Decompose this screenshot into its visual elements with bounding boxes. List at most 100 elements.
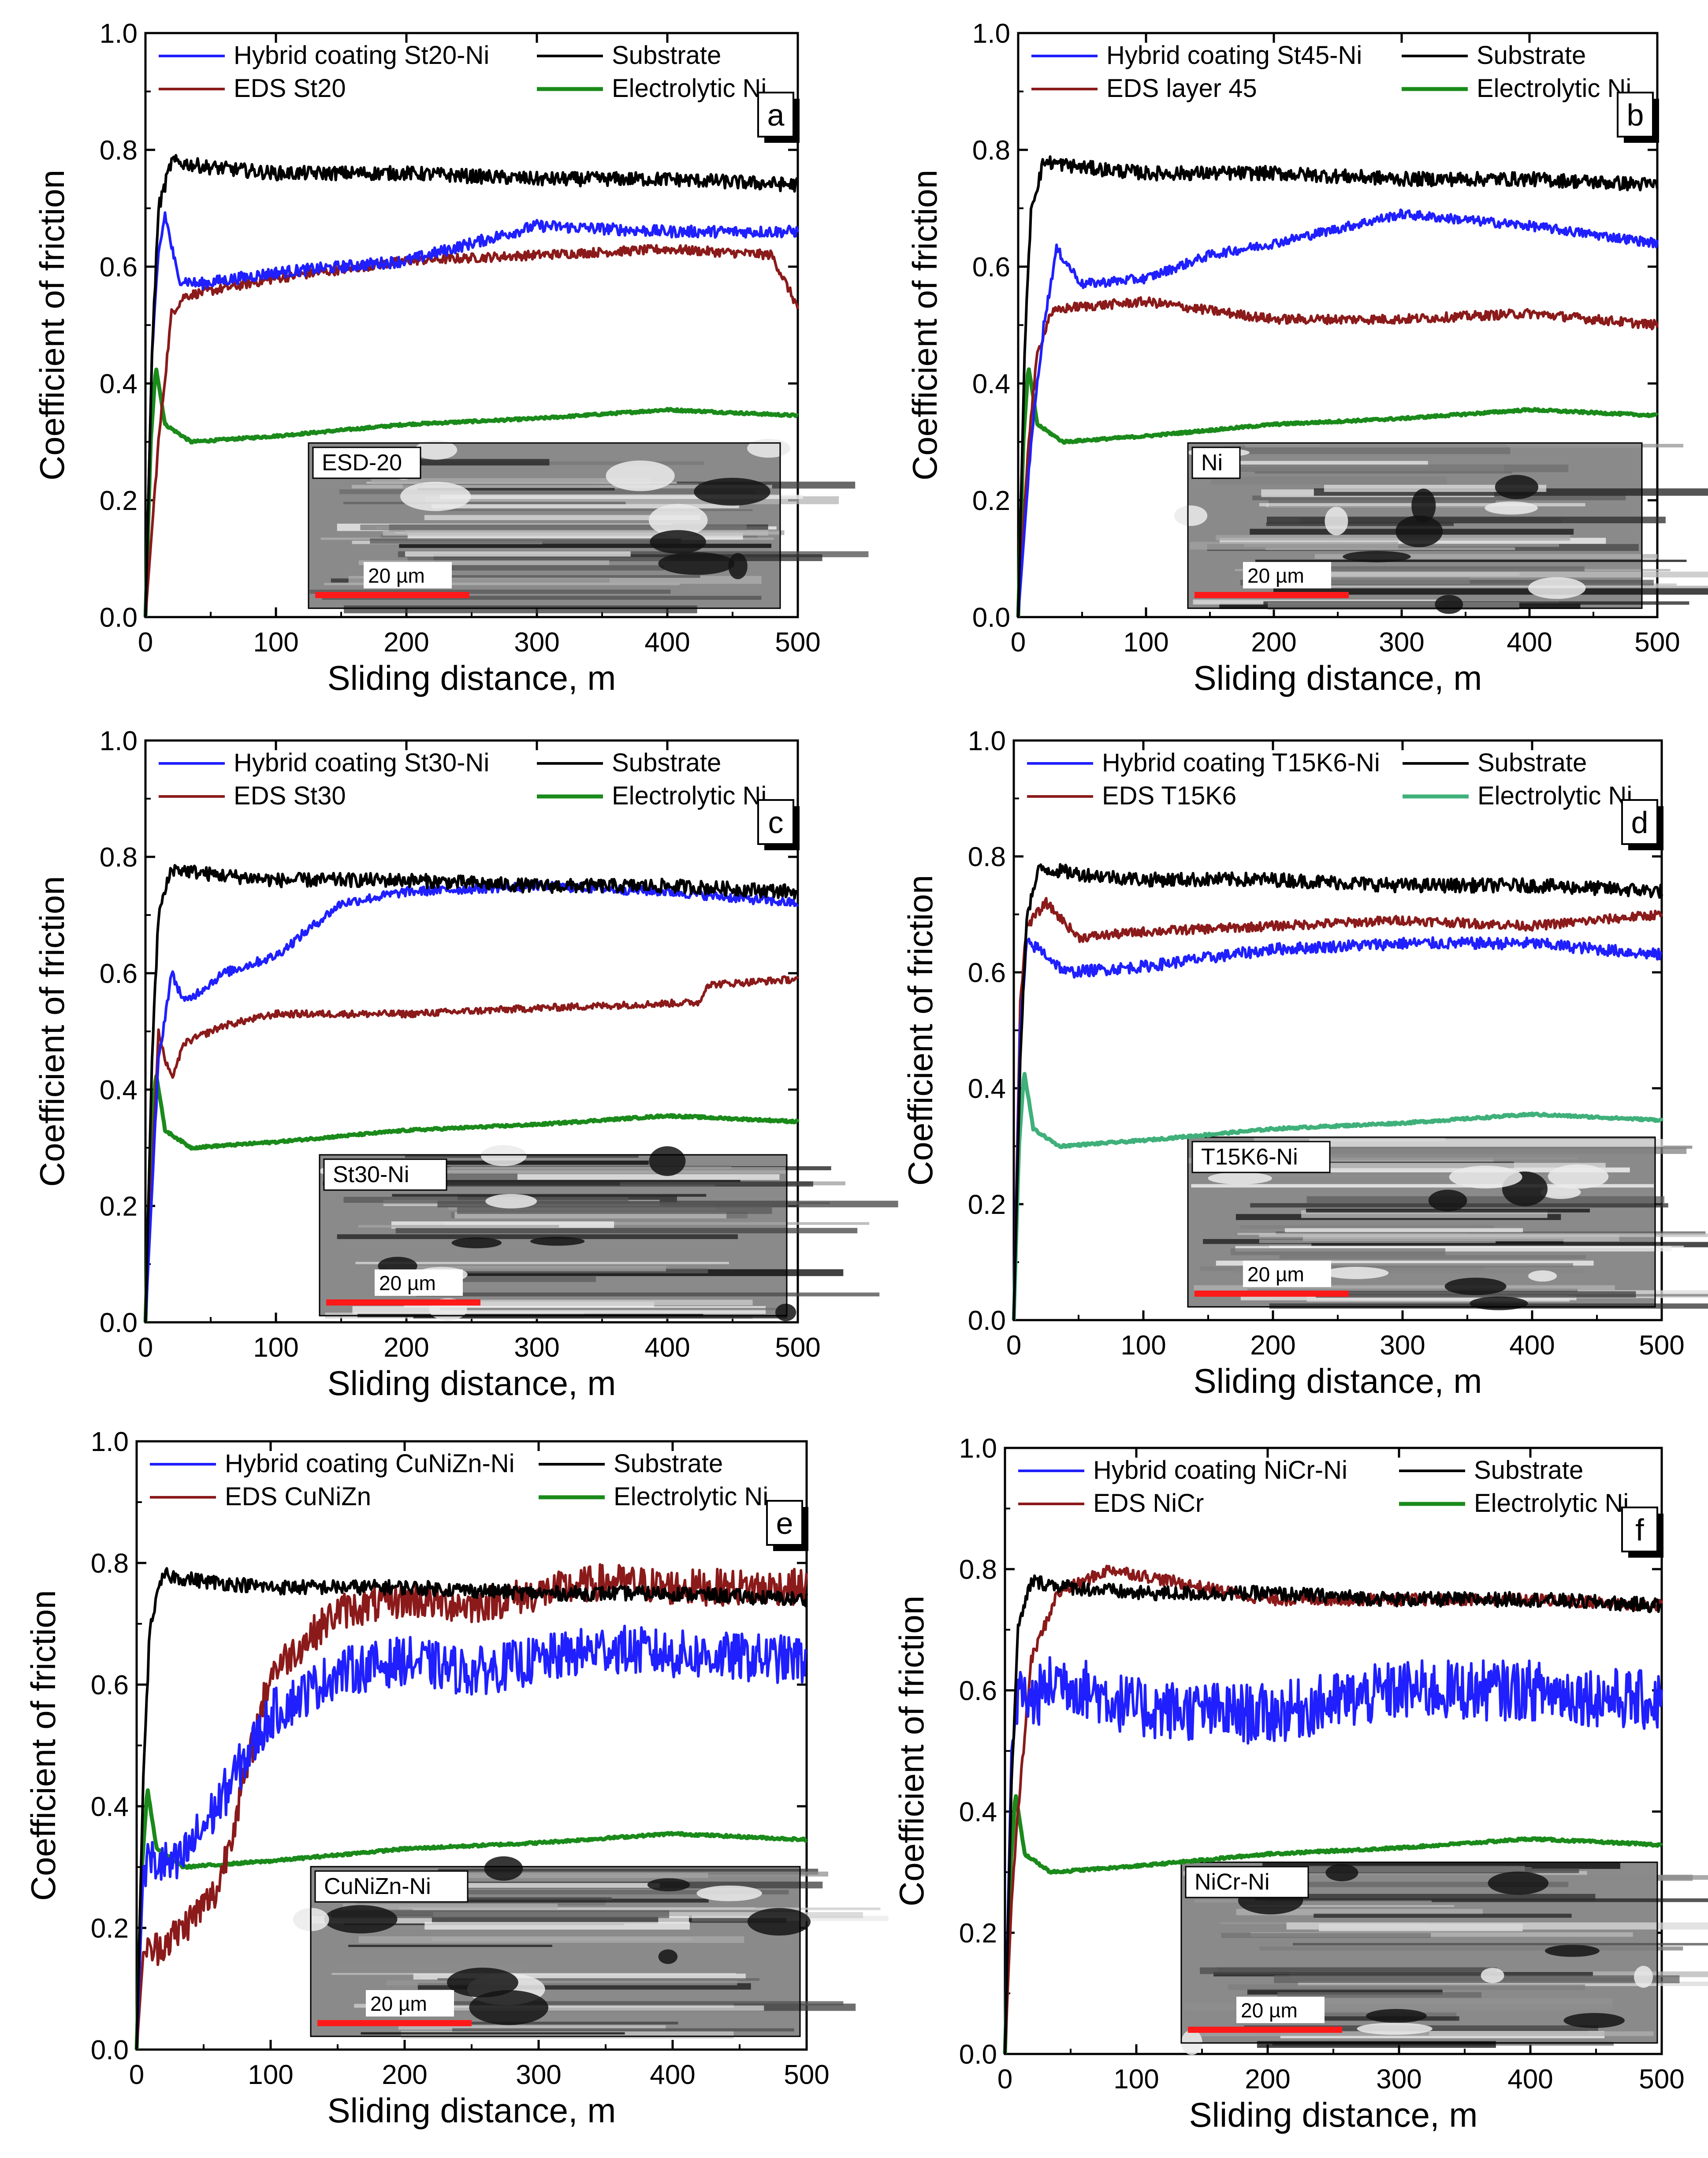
legend-label: EDS CuNiZn — [225, 1482, 371, 1511]
x-axis-label: Sliding distance, m — [1194, 1362, 1482, 1400]
micrograph-streak — [1190, 542, 1399, 550]
micrograph-streak — [360, 525, 747, 530]
micrograph-blob — [1325, 1864, 1358, 1882]
micrograph-blob — [650, 530, 706, 554]
micrograph-streak — [424, 1922, 690, 1930]
y-tick-label: 0.8 — [972, 135, 1010, 166]
legend-label: Electrolytic Ni — [612, 781, 767, 810]
micrograph-streak — [358, 560, 610, 565]
legend-label: Substrate — [1477, 41, 1586, 70]
y-tick-label: 0.6 — [91, 1670, 129, 1700]
legend: Hybrid coating CuNiZn-Ni Substrate EDS CuN… — [150, 1449, 768, 1511]
scale-label-bg — [1243, 1261, 1331, 1287]
micrograph-blob — [1470, 1296, 1528, 1310]
micrograph-blob — [694, 478, 770, 506]
series-line-hybrid — [135, 1625, 807, 2050]
micrograph-streak — [432, 504, 739, 509]
micrograph-streak — [333, 1965, 532, 1971]
micrograph-blob — [1449, 1165, 1522, 1189]
micrograph-streak — [1274, 1975, 1680, 1983]
legend-label: Hybrid coating T15K6-Ni — [1102, 748, 1380, 777]
micrograph-streak — [386, 1980, 737, 1986]
x-tick-label: 100 — [1120, 1330, 1166, 1361]
x-tick-label: 400 — [1507, 2064, 1553, 2095]
x-tick-label: 100 — [248, 2060, 293, 2090]
legend-label: Substrate — [1477, 748, 1587, 777]
micrograph-streak — [1263, 2016, 1459, 2021]
legend-label: EDS St30 — [234, 781, 346, 810]
micrograph-blob — [1563, 2013, 1625, 2028]
micrograph-streak — [1230, 1146, 1693, 1149]
inset-label: St30-Ni — [333, 1162, 409, 1187]
panel-letter-box — [1621, 1507, 1658, 1552]
y-tick-label: 0.6 — [959, 1676, 997, 1706]
micrograph-streak — [355, 1261, 729, 1265]
scale-label: 20 µm — [1247, 1263, 1304, 1286]
x-tick-label: 400 — [644, 1332, 690, 1363]
micrograph-streak — [1228, 1984, 1585, 1990]
micrograph-blob — [1528, 577, 1586, 599]
micrograph-blob — [647, 1878, 690, 1891]
x-tick-label: 500 — [1639, 1330, 1684, 1361]
micrograph-streak — [337, 1234, 738, 1239]
series-line-substrate — [144, 864, 799, 1323]
micrograph-streak — [1285, 1163, 1606, 1168]
micrograph-streak — [1289, 1147, 1687, 1154]
micrograph-blob — [1545, 1945, 1600, 1957]
x-axis-label: Sliding distance, m — [1189, 2095, 1478, 2134]
legend-label: EDS T15K6 — [1102, 781, 1236, 810]
micrograph-inset: NiCr-Ni 20 µm — [1180, 1861, 1708, 2055]
scale-label: 20 µm — [1247, 564, 1304, 587]
inset-label: CuNiZn-Ni — [324, 1874, 431, 1899]
micrograph-streak — [383, 529, 768, 536]
micrograph-border — [1187, 442, 1643, 609]
micrograph-streak — [402, 1883, 660, 1888]
micrograph-streak — [395, 1228, 858, 1234]
legend-label: Substrate — [612, 748, 721, 777]
micrograph-streak — [1191, 1184, 1654, 1188]
inset-label: NiCr-Ni — [1194, 1869, 1269, 1895]
x-tick-label: 100 — [253, 627, 298, 658]
inset-label-box — [1191, 446, 1241, 479]
micrograph-streak — [1244, 543, 1559, 547]
micrograph-streak — [331, 1910, 670, 1918]
micrograph-streak — [426, 2005, 764, 2011]
x-tick-label: 0 — [138, 1332, 153, 1363]
y-axis-label: Coefficient of friction — [33, 170, 71, 480]
micrograph-blob — [1435, 595, 1463, 614]
micrograph-streak — [1192, 1167, 1630, 1172]
x-tick-label: 300 — [514, 627, 559, 658]
micrograph-blob — [1343, 551, 1411, 562]
micrograph-streak — [1259, 1233, 1708, 1237]
x-tick-label: 100 — [253, 1332, 298, 1363]
micrograph-streak — [1255, 559, 1687, 562]
panel-letter-box — [766, 1500, 803, 1546]
y-tick-label: 0.4 — [972, 369, 1010, 399]
panel-c: 0 100 200 300 400 500 0.0 0.2 0.4 0.6 0.8 1.0 Slidin… — [33, 726, 898, 1403]
micrograph-streak — [394, 1890, 789, 1894]
series-line-hybrid — [144, 880, 799, 1323]
y-tick-label: 0.0 — [959, 2039, 997, 2070]
micrograph-blob — [1395, 515, 1443, 547]
micrograph-blob — [1366, 2009, 1427, 2023]
micrograph-blob — [1444, 1277, 1507, 1295]
panel-letter: b — [1627, 98, 1644, 132]
micrograph-streak — [1306, 1196, 1665, 1203]
micrograph-streak — [344, 605, 697, 614]
micrograph-blob — [530, 1236, 585, 1246]
micrograph-streak — [1314, 1913, 1572, 1918]
legend-label: Hybrid coating St20-Ni — [234, 41, 489, 70]
micrograph-border — [308, 442, 781, 609]
micrograph-streak — [343, 1903, 558, 1909]
legend: Hybrid coating NiCr-Ni Substrate EDS NiCr E… — [1018, 1456, 1629, 1518]
scale-label-bg — [364, 562, 452, 588]
micrograph-blob — [451, 1237, 502, 1249]
micrograph-streak — [417, 487, 615, 491]
legend-label: Hybrid coating St30-Ni — [234, 748, 489, 777]
series-line-electrolytic — [1016, 367, 1659, 618]
legend-label: Electrolytic Ni — [1477, 74, 1631, 103]
micrograph-streak — [405, 551, 631, 557]
y-tick-label: 1.0 — [91, 1427, 129, 1457]
y-tick-label: 0.4 — [968, 1074, 1006, 1104]
micrograph-streak — [1216, 1261, 1594, 1266]
